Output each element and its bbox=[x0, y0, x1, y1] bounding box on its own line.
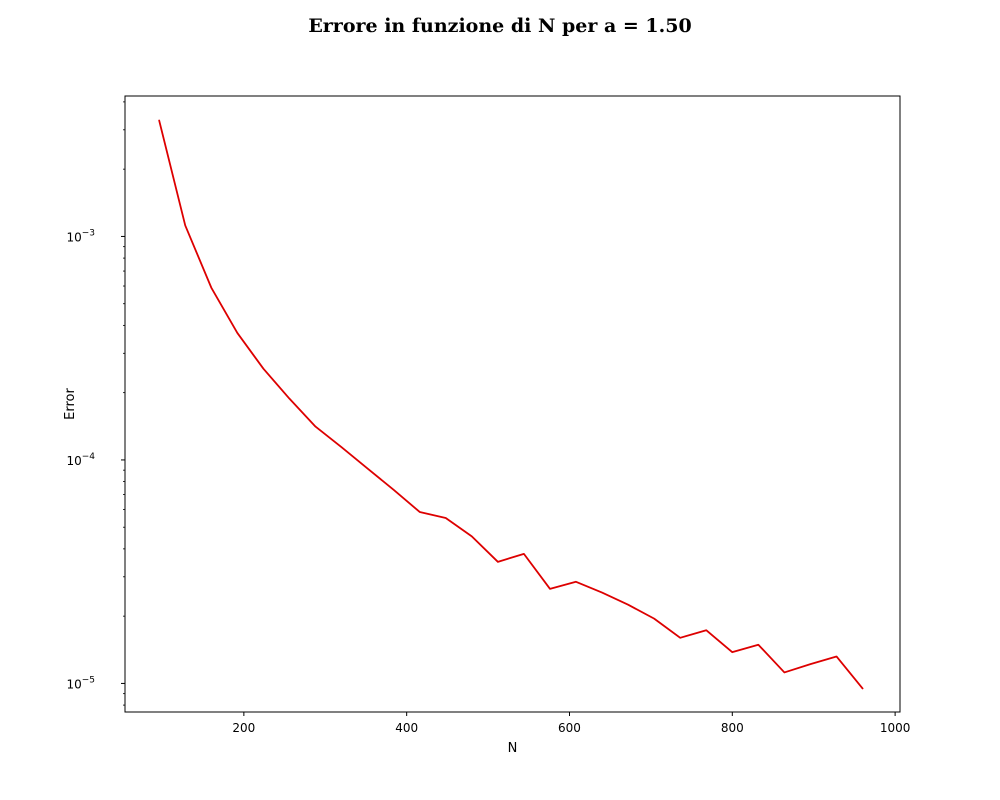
y-tick-exponent: −4 bbox=[82, 452, 96, 462]
y-tick-label: 10−3 bbox=[66, 228, 95, 244]
series-group bbox=[158, 119, 864, 690]
x-tick-label: 200 bbox=[232, 721, 255, 735]
series-line bbox=[158, 119, 864, 690]
x-tick-label: 400 bbox=[395, 721, 418, 735]
x-axis: 200 400 600 800 1000 bbox=[232, 712, 910, 735]
x-tick-label: 1000 bbox=[880, 721, 911, 735]
x-tick-label: 600 bbox=[558, 721, 581, 735]
y-tick-exponent: −3 bbox=[82, 228, 95, 238]
x-tick-label: 800 bbox=[721, 721, 744, 735]
y-axis-label: Error bbox=[63, 388, 78, 420]
y-tick-label: 10−5 bbox=[66, 675, 95, 691]
y-tick-label: 10−4 bbox=[66, 452, 95, 468]
plot-area-frame bbox=[124, 95, 901, 713]
x-axis-label: N bbox=[508, 741, 518, 756]
chart-title: Errore in funzione di N per a = 1.50 bbox=[308, 15, 691, 37]
y-tick-exponent: −5 bbox=[82, 675, 95, 685]
